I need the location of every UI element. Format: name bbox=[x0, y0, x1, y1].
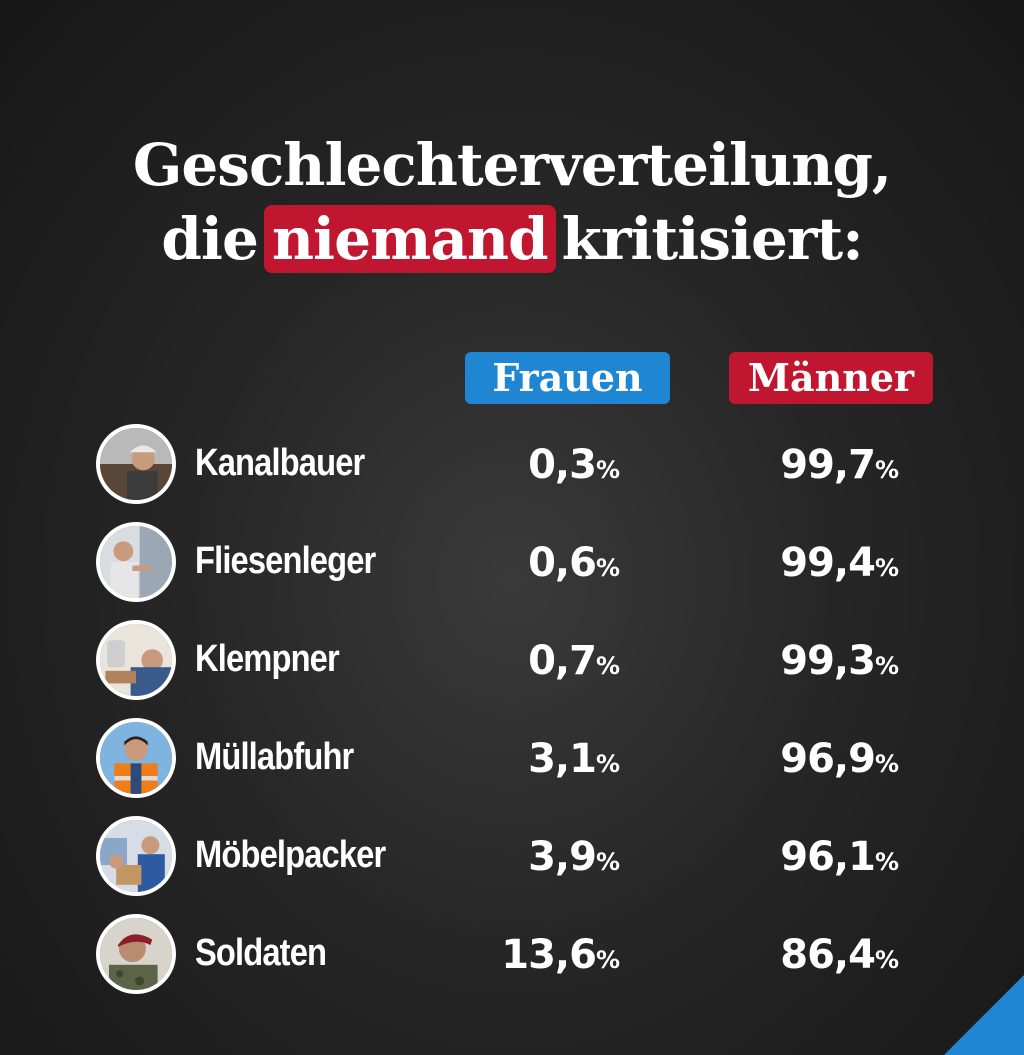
worker-helmet-photo-icon bbox=[96, 424, 176, 504]
page-title: Geschlechterverteilung, die niemand kritis… bbox=[0, 128, 1024, 276]
job-label: Müllabfuhr bbox=[195, 736, 354, 778]
title-line-1: Geschlechterverteilung, bbox=[132, 131, 892, 199]
frauen-value: 0,6% bbox=[528, 540, 620, 586]
title-word-die: die bbox=[161, 205, 258, 273]
job-label: Fliesenleger bbox=[195, 540, 376, 582]
maenner-header-badge: Männer bbox=[729, 352, 933, 404]
frauen-header-badge: Frauen bbox=[465, 352, 670, 404]
table-row: Möbelpacker 3,9% 96,1% bbox=[0, 816, 1024, 904]
maenner-value: 99,7% bbox=[780, 442, 899, 488]
garbage-collector-photo-icon bbox=[96, 718, 176, 798]
job-label: Möbelpacker bbox=[195, 834, 386, 876]
table-row: Fliesenleger 0,6% 99,4% bbox=[0, 522, 1024, 610]
table-row: Müllabfuhr 3,1% 96,9% bbox=[0, 718, 1024, 806]
table-row: Klempner 0,7% 99,3% bbox=[0, 620, 1024, 708]
title-word-kritisiert: kritisiert: bbox=[561, 205, 864, 273]
table-row: Kanalbauer 0,3% 99,7% bbox=[0, 424, 1024, 512]
frauen-value: 0,3% bbox=[528, 442, 620, 488]
title-highlight: niemand bbox=[263, 205, 556, 273]
maenner-value: 99,3% bbox=[780, 638, 899, 684]
table-row: Soldaten 13,6% 86,4% bbox=[0, 914, 1024, 1002]
job-label: Soldaten bbox=[195, 932, 327, 974]
frauen-value: 0,7% bbox=[528, 638, 620, 684]
frauen-value: 3,9% bbox=[528, 834, 620, 880]
mover-photo-icon bbox=[96, 816, 176, 896]
maenner-value: 96,1% bbox=[780, 834, 899, 880]
frauen-value: 3,1% bbox=[528, 736, 620, 782]
plumber-photo-icon bbox=[96, 620, 176, 700]
soldier-photo-icon bbox=[96, 914, 176, 994]
corner-accent bbox=[944, 975, 1024, 1055]
tiler-photo-icon bbox=[96, 522, 176, 602]
maenner-value: 86,4% bbox=[780, 932, 899, 978]
job-label: Kanalbauer bbox=[195, 442, 365, 484]
maenner-value: 96,9% bbox=[780, 736, 899, 782]
maenner-value: 99,4% bbox=[780, 540, 899, 586]
frauen-value: 13,6% bbox=[501, 932, 620, 978]
job-label: Klempner bbox=[195, 638, 340, 680]
title-line-2: die niemand kritisiert: bbox=[0, 202, 1024, 276]
